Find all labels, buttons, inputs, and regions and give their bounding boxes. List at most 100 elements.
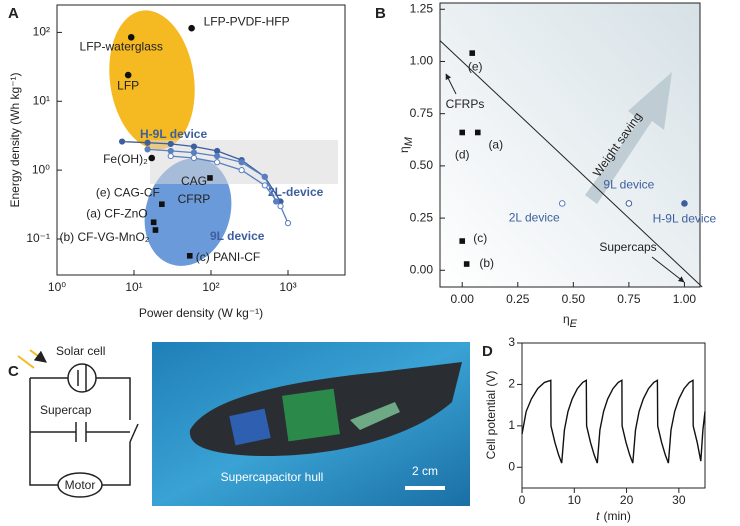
- y-tick-label: 0.00: [410, 262, 434, 276]
- x-tick-label: 0: [519, 493, 526, 507]
- x-axis-variable: t: [596, 509, 600, 523]
- y-axis-subscript: M: [403, 136, 415, 146]
- data-point: [152, 227, 159, 233]
- series-line: [521, 379, 706, 464]
- y-tick-label: 3: [508, 335, 515, 349]
- y-tick-label: 1.00: [410, 54, 434, 68]
- data-point: [459, 129, 466, 136]
- y-tick-label: 0.75: [410, 106, 434, 120]
- x-tick-label: 20: [620, 493, 634, 507]
- y-tick-label: 10¹: [33, 93, 50, 107]
- x-tick-label: 10³: [279, 280, 296, 294]
- x-tick-label: 10¹: [125, 280, 142, 294]
- y-axis-symbol: η: [397, 146, 411, 153]
- point-label: CAG: [181, 174, 207, 188]
- y-tick-label: 1: [508, 418, 515, 432]
- data-point: [148, 154, 156, 162]
- y-tick-label: 10⁰: [32, 162, 50, 176]
- panel-label: B: [375, 5, 386, 22]
- data-point: [238, 159, 245, 166]
- data-point: [681, 200, 688, 207]
- point-label: (c) PANI-CF: [196, 250, 260, 264]
- circuit-label: Solar cell: [56, 344, 105, 358]
- data-point: [277, 203, 284, 210]
- lfp-region: [109, 10, 195, 150]
- y-tick-label: 0.25: [410, 210, 434, 224]
- photo-caption: Supercapacitor hull: [221, 470, 324, 484]
- point-label: LFP-waterglass: [80, 39, 163, 53]
- y-tick-label: 1.25: [410, 1, 434, 15]
- point-label: (c): [473, 231, 487, 245]
- x-axis-unit: (min): [604, 509, 631, 523]
- y-tick-label: 2: [508, 377, 515, 391]
- point-label: Fe(OH)₂: [103, 152, 148, 166]
- plot-frame: [439, 2, 701, 288]
- x-tick-label: 0.00: [451, 292, 475, 306]
- x-axis-symbol: η: [563, 312, 570, 326]
- plot-frame: [521, 342, 706, 489]
- circuit-board: [282, 388, 340, 442]
- x-tick-label: 10: [568, 493, 582, 507]
- circuit-label: Motor: [65, 478, 96, 492]
- data-point: [213, 152, 221, 160]
- annotation: Supercaps: [599, 240, 656, 254]
- x-tick-label: 30: [672, 493, 686, 507]
- data-point: [144, 146, 151, 153]
- y-tick-label: 10⁻¹: [26, 231, 50, 245]
- point-label: (b) CF-VG-MnO₂: [59, 230, 149, 244]
- x-axis-label: t (min): [596, 509, 631, 523]
- y-tick-label: 10²: [33, 25, 50, 39]
- annotation-arrow: [445, 73, 457, 95]
- point-label: (d): [455, 148, 470, 162]
- point-label: LFP: [117, 78, 139, 92]
- point-label: (e): [468, 59, 483, 73]
- data-point: [213, 159, 221, 166]
- data-point: [118, 138, 126, 145]
- x-tick-label: 10⁰: [48, 280, 66, 294]
- data-point: [190, 154, 198, 162]
- data-point: [190, 149, 198, 156]
- data-point: [474, 129, 481, 136]
- data-point: [144, 139, 151, 146]
- panel-label: D: [482, 343, 493, 360]
- data-point: [150, 219, 157, 226]
- scale-bar-label: 2 cm: [412, 464, 438, 478]
- data-point: [238, 167, 245, 174]
- data-point: [459, 238, 466, 244]
- point-label: H-9L device: [653, 212, 717, 226]
- y-axis-label: Energy density (Wh kg⁻¹): [8, 72, 22, 207]
- y-axis-label: Cell potential (V): [484, 371, 498, 460]
- x-tick-label: 0.50: [562, 292, 586, 306]
- series-label: 2L-device: [268, 185, 324, 199]
- weight-saving-arrow: [585, 72, 672, 204]
- panel-label: A: [8, 5, 19, 22]
- data-point: [261, 173, 268, 180]
- x-tick-label: 0.75: [617, 292, 641, 306]
- data-point: [558, 200, 566, 207]
- data-point: [284, 220, 292, 227]
- data-point: [190, 143, 198, 150]
- data-point: [186, 253, 193, 259]
- point-label: (b): [479, 256, 494, 270]
- series-label: 9L device: [210, 229, 265, 243]
- data-point: [207, 175, 213, 181]
- plot-frame: [56, 4, 346, 276]
- data-point: [167, 147, 174, 155]
- tape: [350, 402, 400, 430]
- data-point: [625, 200, 633, 207]
- data-point: [167, 152, 174, 160]
- circuit-label: Supercap: [40, 403, 92, 417]
- point-label: LFP-PVDF-HFP: [204, 14, 290, 28]
- point-label: 9L device: [603, 178, 654, 192]
- data-point: [188, 24, 195, 32]
- x-tick-label: 0.25: [506, 292, 530, 306]
- data-point: [463, 261, 470, 267]
- x-tick-label: 10²: [202, 280, 219, 294]
- x-tick-label: 1.00: [673, 292, 697, 306]
- annotation-arrow: [651, 256, 685, 283]
- x-axis-label: Power density (W kg⁻¹): [139, 306, 263, 320]
- data-point: [469, 50, 476, 56]
- data-point: [127, 33, 135, 41]
- data-point: [213, 147, 221, 155]
